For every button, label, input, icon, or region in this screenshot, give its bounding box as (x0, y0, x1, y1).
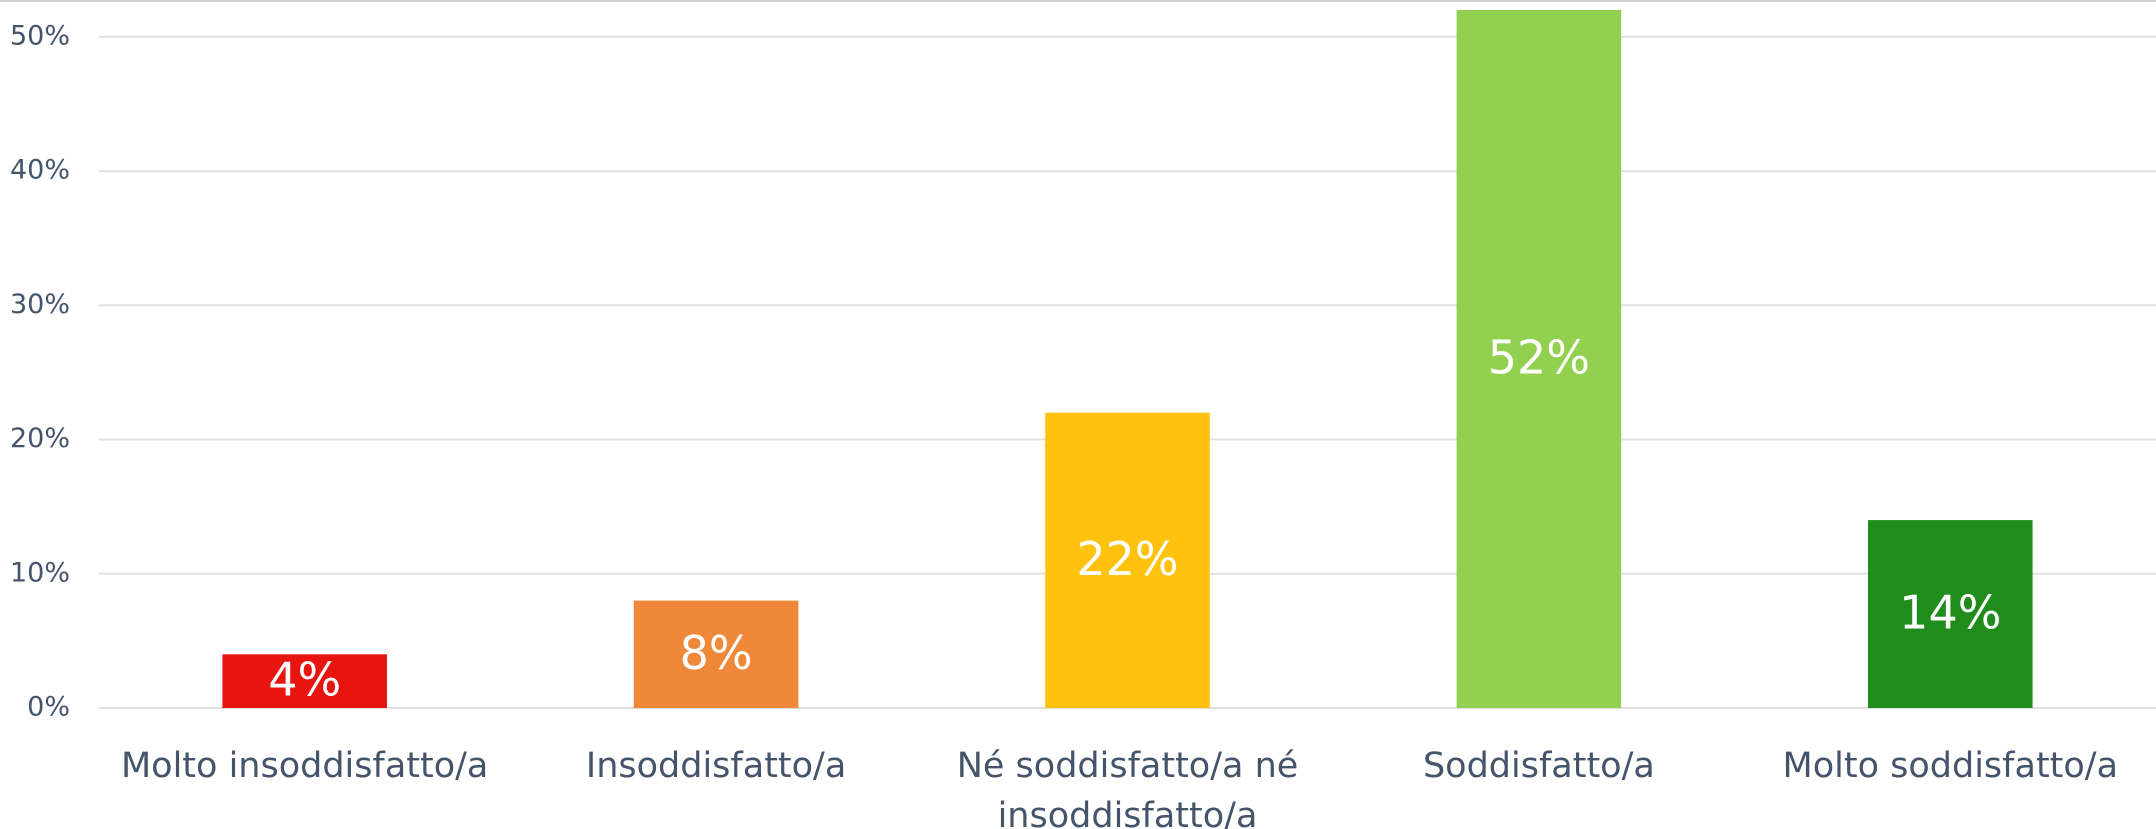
y-tick-label: 10% (10, 557, 70, 588)
data-label: 14% (1899, 586, 2001, 640)
data-label: 22% (1076, 532, 1178, 586)
x-tick-label: Soddisfatto/a (1422, 746, 1655, 786)
x-tick-label: Molto insoddisfatto/a (120, 746, 489, 786)
x-tick-label: Né soddisfatto/a né insoddisfatto/a (956, 746, 1299, 829)
y-tick-label: 20% (10, 423, 70, 454)
y-tick-label: 50% (10, 20, 70, 51)
x-tick-label: Molto soddisfatto/a (1782, 746, 2119, 786)
bar (1868, 520, 2033, 708)
x-tick-label: Insoddisfatto/a (585, 746, 847, 786)
data-label: 4% (268, 653, 341, 707)
data-label: 52% (1488, 331, 1590, 385)
data-label: 8% (680, 626, 753, 680)
bar (633, 600, 799, 708)
y-tick-label: 0% (27, 692, 70, 723)
y-tick-label: 40% (10, 155, 70, 186)
bar (222, 654, 387, 708)
y-tick-label: 30% (10, 289, 70, 320)
bar (1045, 412, 1210, 708)
bar (1456, 10, 1622, 708)
